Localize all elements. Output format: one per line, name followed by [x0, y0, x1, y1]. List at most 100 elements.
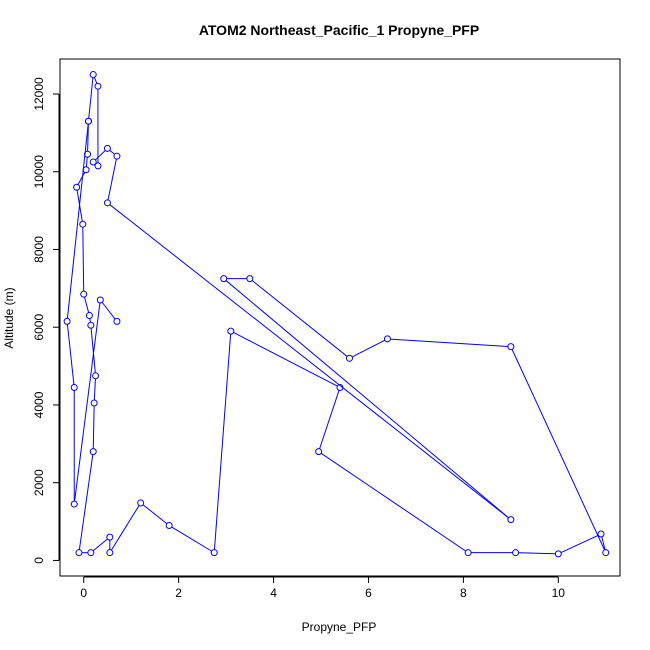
series-segment	[109, 149, 115, 155]
y-tick-label: 8000	[32, 236, 46, 263]
data-point	[96, 296, 104, 304]
data-point	[63, 317, 71, 325]
data-point	[336, 383, 344, 391]
data-point	[602, 549, 610, 557]
plot-frame	[59, 58, 621, 577]
data-point	[106, 549, 114, 557]
data-point	[94, 162, 102, 170]
series-segment	[101, 302, 116, 320]
series-segment	[142, 504, 168, 524]
x-tick-label: 0	[80, 586, 87, 600]
series-segment	[87, 124, 89, 152]
series-segment	[90, 328, 96, 373]
series-segment	[233, 332, 338, 387]
series-layer	[63, 71, 610, 558]
data-point	[84, 150, 92, 158]
x-tick-label: 6	[365, 586, 372, 600]
series-segment	[66, 124, 89, 319]
data-point	[92, 372, 100, 380]
y-axis-label: Altitude (m)	[2, 287, 16, 348]
series-segment	[66, 324, 75, 385]
series-segment	[320, 452, 466, 552]
series-segment	[560, 534, 599, 554]
data-point	[82, 166, 90, 174]
series-segment	[82, 227, 85, 292]
x-axis: 0 2 4 6 8 10	[80, 576, 566, 600]
series-segment	[93, 77, 98, 84]
data-point	[383, 335, 391, 343]
data-point	[103, 144, 111, 152]
series-segment	[88, 77, 94, 119]
data-point	[512, 549, 520, 557]
series-segment	[601, 536, 606, 550]
series-segment	[213, 334, 232, 550]
data-point	[165, 521, 173, 529]
y-tick-label: 12000	[32, 77, 46, 111]
data-point	[84, 117, 92, 125]
series-segment	[74, 302, 101, 502]
data-point	[87, 321, 95, 329]
y-tick-label: 2000	[32, 469, 46, 496]
series-segment	[77, 172, 86, 185]
series-segment	[85, 157, 88, 167]
y-tick-label: 10000	[32, 155, 46, 189]
series-segment	[95, 150, 106, 161]
data-point	[103, 199, 111, 207]
data-point	[554, 550, 562, 558]
series-segment	[351, 339, 386, 358]
data-point	[70, 500, 78, 508]
series-segment	[84, 296, 90, 313]
data-point	[246, 275, 254, 283]
series-segment	[89, 318, 91, 323]
data-point	[210, 549, 218, 557]
series-segment	[225, 280, 509, 519]
data-point	[106, 533, 114, 541]
data-point	[227, 327, 235, 335]
series-segment	[319, 390, 340, 449]
data-point	[80, 290, 88, 298]
x-tick-label: 2	[175, 586, 182, 600]
y-tick-label: 0	[32, 557, 46, 564]
series-segment	[92, 538, 108, 552]
x-tick-label: 4	[270, 586, 277, 600]
series-segment	[93, 378, 96, 401]
data-point	[137, 499, 145, 507]
data-point	[220, 275, 228, 283]
series-segment	[171, 526, 212, 552]
series-segment	[390, 338, 508, 347]
series-segment	[109, 204, 509, 519]
x-tick-label: 10	[552, 586, 566, 600]
y-tick-label: 4000	[32, 391, 46, 418]
series-segment	[251, 280, 348, 357]
data-point	[113, 152, 121, 160]
data-point	[597, 530, 605, 538]
x-axis-label: Propyne_PFP	[302, 620, 377, 634]
x-tick-label: 8	[460, 586, 467, 600]
data-point	[75, 549, 83, 557]
series-segment	[78, 454, 94, 550]
series-segment	[511, 349, 605, 551]
series-segment	[110, 505, 140, 551]
data-point	[345, 354, 353, 362]
data-point	[85, 312, 93, 320]
data-point	[315, 448, 323, 456]
series-segment	[92, 406, 95, 449]
data-point	[89, 71, 97, 79]
data-point	[113, 317, 121, 325]
y-tick-label: 6000	[32, 314, 46, 341]
data-point	[70, 383, 78, 391]
series-segment	[518, 552, 556, 555]
data-point	[94, 82, 102, 90]
data-point	[90, 399, 98, 407]
y-axis: 0 2000 4000 6000 8000 10000 12000	[32, 77, 60, 564]
data-point	[89, 448, 97, 456]
data-point	[89, 158, 97, 166]
data-point	[464, 549, 472, 557]
data-point	[507, 516, 515, 524]
data-point	[73, 183, 81, 191]
chart-title: ATOM2 Northeast_Pacific_1 Propyne_PFP	[199, 22, 479, 38]
data-point	[507, 343, 515, 351]
series-segment	[107, 159, 117, 200]
data-point	[79, 220, 87, 228]
